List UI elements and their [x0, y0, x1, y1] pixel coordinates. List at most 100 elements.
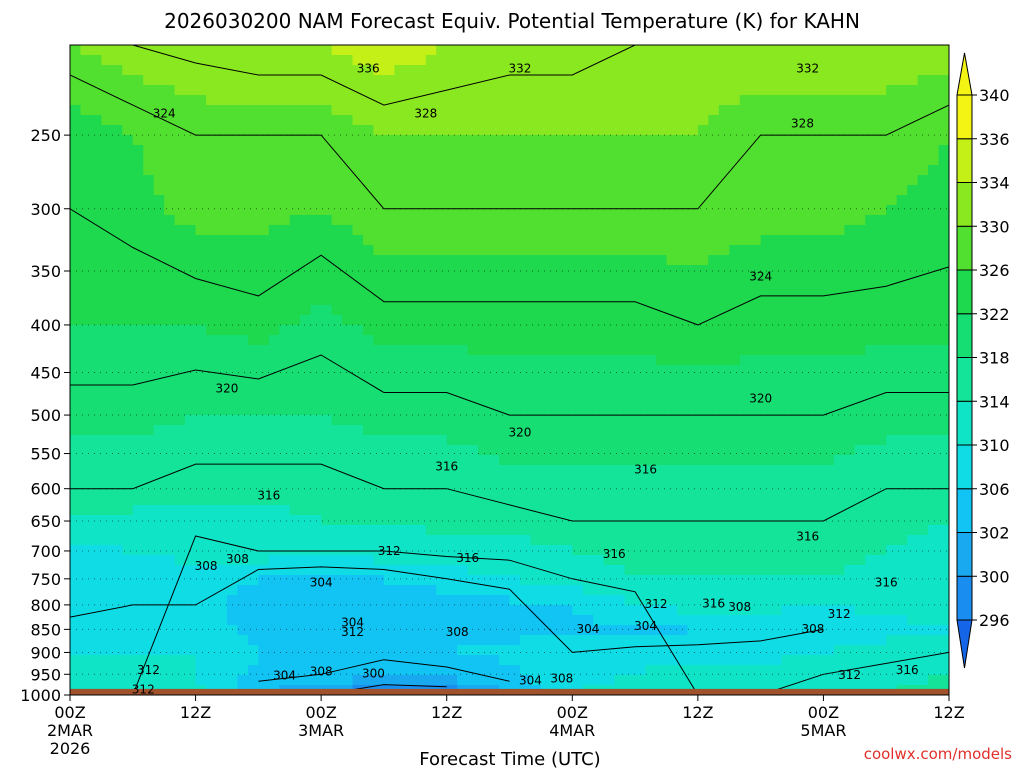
- field-cell: [833, 485, 845, 496]
- field-cell: [771, 455, 783, 466]
- field-cell: [802, 145, 814, 156]
- field-cell: [383, 435, 395, 446]
- field-cell: [886, 55, 898, 66]
- field-cell: [519, 245, 532, 256]
- field-cell: [886, 275, 898, 286]
- field-cell: [750, 85, 762, 96]
- field-cell: [603, 65, 615, 76]
- field-cell: [478, 215, 490, 226]
- field-cell: [415, 175, 427, 186]
- field-cell: [781, 245, 793, 256]
- field-cell: [383, 325, 395, 336]
- field-cell: [383, 255, 395, 266]
- field-cell: [499, 425, 511, 436]
- field-cell: [226, 135, 239, 146]
- field-cell: [812, 345, 825, 356]
- field-cell: [216, 255, 228, 266]
- field-cell: [833, 345, 845, 356]
- field-cell: [352, 325, 364, 336]
- field-cell: [666, 425, 678, 436]
- field-cell: [917, 175, 929, 186]
- field-cell: [436, 95, 448, 106]
- field-cell: [697, 385, 709, 396]
- field-cell: [226, 95, 239, 106]
- field-cell: [425, 145, 437, 156]
- field-cell: [331, 335, 343, 346]
- field-cell: [425, 545, 437, 556]
- field-cell: [226, 115, 239, 126]
- field-cell: [457, 565, 469, 576]
- field-cell: [624, 385, 636, 396]
- field-cell: [792, 525, 804, 536]
- field-cell: [519, 615, 532, 626]
- field-cell: [206, 65, 218, 76]
- field-cell: [823, 615, 835, 626]
- field-cell: [614, 105, 626, 116]
- field-cell: [593, 145, 605, 156]
- field-cell: [164, 385, 176, 396]
- field-cell: [383, 405, 395, 416]
- field-cell: [80, 275, 92, 286]
- field-cell: [237, 545, 249, 556]
- field-cell: [446, 95, 458, 106]
- field-cell: [938, 365, 949, 376]
- field-cell: [90, 55, 102, 66]
- field-cell: [875, 465, 887, 476]
- field-cell: [289, 625, 301, 636]
- field-cell: [310, 45, 322, 56]
- field-cell: [907, 195, 919, 206]
- field-cell: [185, 135, 197, 146]
- field-cell: [593, 515, 605, 526]
- field-cell: [373, 485, 385, 496]
- field-cell: [561, 125, 573, 136]
- field-cell: [530, 625, 542, 636]
- field-cell: [938, 215, 949, 226]
- field-cell: [917, 395, 929, 406]
- field-cell: [833, 125, 845, 136]
- field-cell: [195, 175, 207, 186]
- field-cell: [195, 315, 207, 326]
- field-cell: [404, 485, 416, 496]
- field-cell: [844, 95, 856, 106]
- field-cell: [875, 565, 887, 576]
- field-cell: [624, 475, 636, 486]
- field-cell: [310, 415, 322, 426]
- field-cell: [812, 305, 825, 316]
- field-cell: [729, 355, 741, 366]
- field-cell: [132, 635, 144, 646]
- field-cell: [530, 225, 542, 236]
- field-cell: [394, 325, 406, 336]
- field-cell: [164, 425, 176, 436]
- field-cell: [488, 375, 500, 386]
- field-cell: [572, 245, 584, 256]
- field-cell: [153, 55, 165, 66]
- field-cell: [488, 245, 500, 256]
- field-cell: [593, 185, 605, 196]
- field-cell: [917, 265, 929, 276]
- field-cell: [446, 545, 458, 556]
- field-cell: [185, 195, 197, 206]
- field-cell: [425, 275, 437, 286]
- field-cell: [771, 205, 783, 216]
- field-cell: [237, 275, 249, 286]
- field-cell: [153, 605, 165, 616]
- field-cell: [373, 575, 385, 586]
- field-cell: [781, 355, 793, 366]
- field-cell: [467, 385, 479, 396]
- field-cell: [478, 595, 490, 606]
- field-cell: [90, 365, 102, 376]
- field-cell: [603, 595, 615, 606]
- field-cell: [938, 515, 949, 526]
- field-cell: [875, 615, 887, 626]
- field-cell: [718, 185, 730, 196]
- field-cell: [551, 85, 563, 96]
- field-cell: [352, 545, 364, 556]
- field-cell: [70, 565, 82, 576]
- field-cell: [666, 75, 678, 86]
- field-cell: [718, 145, 730, 156]
- field-cell: [415, 355, 427, 366]
- field-cell: [823, 235, 835, 246]
- field-cell: [174, 175, 186, 186]
- field-cell: [697, 595, 709, 606]
- field-cell: [352, 625, 364, 636]
